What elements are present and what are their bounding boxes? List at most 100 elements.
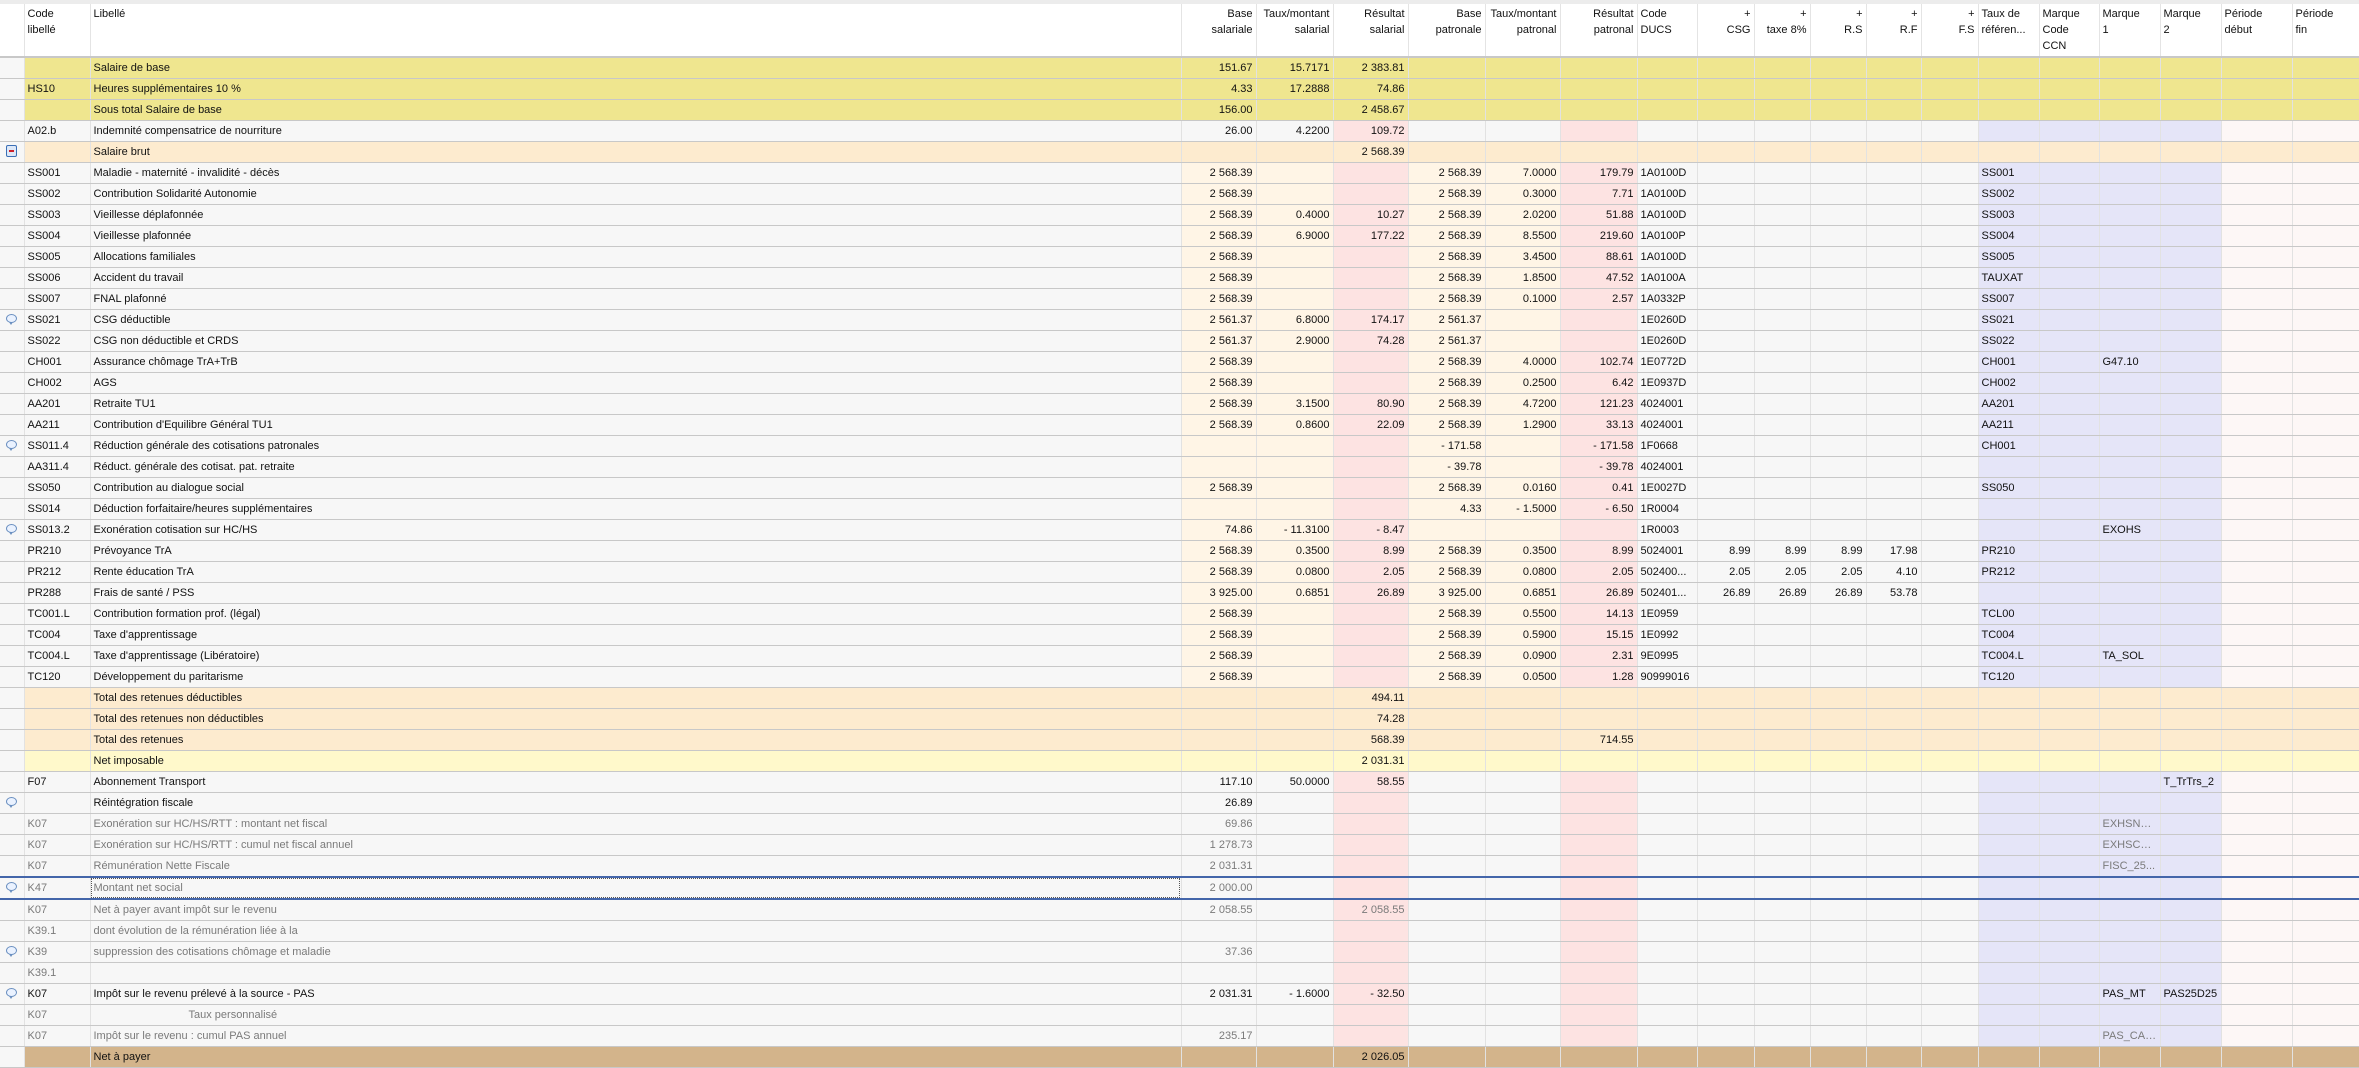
cell-marque-1[interactable] xyxy=(2099,708,2161,730)
cell-base-salariale[interactable]: 26.89 xyxy=(1181,792,1257,814)
table-row[interactable]: Réintégration fiscale 26.89 xyxy=(0,792,2359,814)
column-header-marque-2[interactable]: Marque 2 xyxy=(2160,4,2222,58)
cell-base-patronale[interactable] xyxy=(1408,962,1486,984)
cell-periode-debut[interactable] xyxy=(2221,162,2293,184)
cell-rs[interactable] xyxy=(1810,78,1867,100)
cell-code-ducs[interactable] xyxy=(1637,855,1698,878)
cell-taux-reference[interactable] xyxy=(1978,582,2040,604)
cell-periode-fin[interactable] xyxy=(2292,540,2359,562)
row-indicator[interactable] xyxy=(0,309,25,331)
cell-resultat-patronal[interactable]: 8.99 xyxy=(1560,540,1638,562)
cell-periode-debut[interactable] xyxy=(2221,771,2293,793)
cell-base-patronale[interactable] xyxy=(1408,771,1486,793)
cell-resultat-patronal[interactable]: 6.42 xyxy=(1560,372,1638,394)
row-indicator[interactable] xyxy=(0,393,25,415)
cell-taxe-8[interactable] xyxy=(1754,162,1811,184)
cell-rs[interactable] xyxy=(1810,456,1867,478)
cell-rf[interactable] xyxy=(1866,729,1922,751)
cell-csg[interactable] xyxy=(1697,162,1755,184)
cell-label[interactable]: Impôt sur le revenu prélevé à la source … xyxy=(90,983,1182,1005)
cell-periode-fin[interactable] xyxy=(2292,246,2359,268)
cell-resultat-salarial[interactable] xyxy=(1333,1025,1409,1047)
cell-marque-2[interactable] xyxy=(2160,309,2222,331)
cell-marque-2[interactable] xyxy=(2160,477,2222,499)
cell-rf[interactable] xyxy=(1866,855,1922,878)
cell-marque-code-ccn[interactable] xyxy=(2039,246,2100,268)
cell-periode-fin[interactable] xyxy=(2292,204,2359,226)
cell-resultat-salarial[interactable]: 109.72 xyxy=(1333,120,1409,142)
cell-rs[interactable] xyxy=(1810,498,1867,520)
cell-taux-reference[interactable]: SS001 xyxy=(1978,162,2040,184)
cell-rf[interactable] xyxy=(1866,519,1922,541)
cell-code-ducs[interactable] xyxy=(1637,813,1698,835)
cell-periode-fin[interactable] xyxy=(2292,729,2359,751)
row-indicator[interactable] xyxy=(0,498,25,520)
table-row[interactable]: K07 Impôt sur le revenu : cumul PAS annue… xyxy=(0,1025,2359,1047)
cell-rf[interactable] xyxy=(1866,351,1922,373)
cell-label[interactable]: Net à payer xyxy=(90,1046,1182,1068)
cell-marque-1[interactable] xyxy=(2099,899,2161,921)
cell-csg[interactable] xyxy=(1697,351,1755,373)
cell-code[interactable]: SS011.4 xyxy=(24,435,91,457)
cell-rs[interactable] xyxy=(1810,393,1867,415)
table-row[interactable]: Salaire brut 2 568.39 xyxy=(0,141,2359,163)
cell-rf[interactable] xyxy=(1866,120,1922,142)
cell-taxe-8[interactable] xyxy=(1754,666,1811,688)
cell-marque-2[interactable] xyxy=(2160,582,2222,604)
cell-marque-code-ccn[interactable] xyxy=(2039,876,2100,900)
cell-taux-patronal[interactable] xyxy=(1485,519,1561,541)
cell-code[interactable]: TC004.L xyxy=(24,645,91,667)
cell-fs[interactable] xyxy=(1921,645,1979,667)
cell-fs[interactable] xyxy=(1921,267,1979,289)
row-indicator[interactable] xyxy=(0,330,25,352)
cell-resultat-salarial[interactable] xyxy=(1333,624,1409,646)
cell-label[interactable]: Vieillesse plafonnée xyxy=(90,225,1182,247)
cell-base-salariale[interactable]: 2 058.55 xyxy=(1181,899,1257,921)
cell-label[interactable]: CSG non déductible et CRDS xyxy=(90,330,1182,352)
cell-periode-debut[interactable] xyxy=(2221,519,2293,541)
cell-base-salariale[interactable]: 2 568.39 xyxy=(1181,540,1257,562)
cell-taux-reference[interactable]: TCL00 xyxy=(1978,603,2040,625)
cell-marque-2[interactable] xyxy=(2160,624,2222,646)
cell-csg[interactable] xyxy=(1697,645,1755,667)
cell-marque-1[interactable] xyxy=(2099,962,2161,984)
cell-periode-fin[interactable] xyxy=(2292,771,2359,793)
cell-code[interactable]: CH002 xyxy=(24,372,91,394)
cell-taxe-8[interactable] xyxy=(1754,351,1811,373)
cell-resultat-salarial[interactable]: 2 383.81 xyxy=(1333,57,1409,79)
cell-taxe-8[interactable] xyxy=(1754,267,1811,289)
cell-base-salariale[interactable]: 1 278.73 xyxy=(1181,834,1257,856)
row-indicator[interactable] xyxy=(0,666,25,688)
cell-resultat-patronal[interactable] xyxy=(1560,78,1638,100)
cell-csg[interactable] xyxy=(1697,414,1755,436)
cell-rf[interactable] xyxy=(1866,834,1922,856)
table-row[interactable]: SS021 CSG déductible 2 561.37 6.8000 174.17 2… xyxy=(0,309,2359,331)
cell-resultat-salarial[interactable]: 74.86 xyxy=(1333,78,1409,100)
cell-marque-1[interactable] xyxy=(2099,309,2161,331)
cell-rs[interactable] xyxy=(1810,57,1867,79)
cell-label[interactable]: Salaire de base xyxy=(90,57,1182,79)
cell-marque-1[interactable] xyxy=(2099,729,2161,751)
cell-fs[interactable] xyxy=(1921,456,1979,478)
table-row[interactable]: SS003 Vieillesse déplafonnée 2 568.39 0.400… xyxy=(0,204,2359,226)
cell-marque-2[interactable] xyxy=(2160,330,2222,352)
cell-code[interactable] xyxy=(24,1046,91,1068)
cell-base-salariale[interactable] xyxy=(1181,708,1257,730)
cell-csg[interactable] xyxy=(1697,120,1755,142)
cell-base-salariale[interactable] xyxy=(1181,687,1257,709)
cell-periode-debut[interactable] xyxy=(2221,834,2293,856)
table-row[interactable]: CH002 AGS 2 568.39 2 568.39 0.2500 6.42 1E0937… xyxy=(0,372,2359,394)
cell-taux-salarial[interactable] xyxy=(1256,813,1334,835)
cell-marque-2[interactable] xyxy=(2160,920,2222,942)
cell-rs[interactable] xyxy=(1810,962,1867,984)
cell-taxe-8[interactable] xyxy=(1754,645,1811,667)
cell-code[interactable]: SS001 xyxy=(24,162,91,184)
cell-taux-salarial[interactable] xyxy=(1256,855,1334,878)
cell-periode-fin[interactable] xyxy=(2292,435,2359,457)
cell-marque-1[interactable] xyxy=(2099,687,2161,709)
cell-base-salariale[interactable]: 2 568.39 xyxy=(1181,372,1257,394)
comment-icon[interactable] xyxy=(6,882,18,893)
cell-resultat-patronal[interactable]: 14.13 xyxy=(1560,603,1638,625)
cell-base-patronale[interactable]: 2 568.39 xyxy=(1408,603,1486,625)
comment-icon[interactable] xyxy=(6,946,18,957)
